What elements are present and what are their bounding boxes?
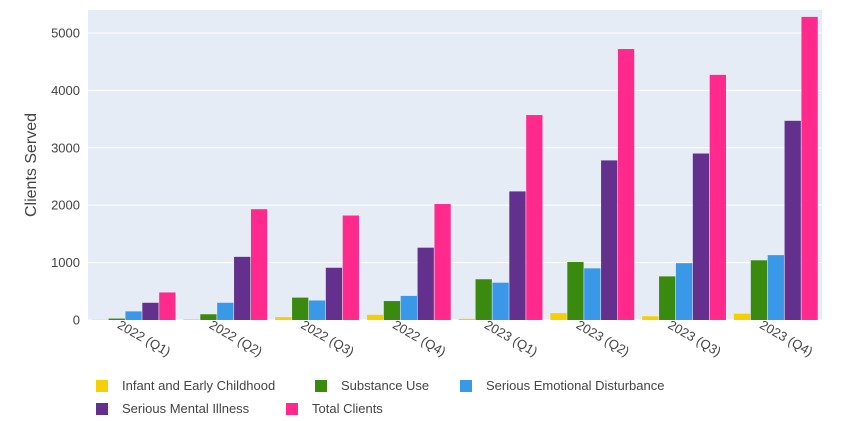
y-axis-title: Clients Served — [23, 113, 40, 217]
x-tick-label: 2023 (Q2) — [574, 317, 632, 359]
bar-0-3 — [366, 314, 384, 320]
bar-1-0 — [108, 318, 125, 320]
bar-1-5 — [567, 262, 584, 320]
legend-label-2: Serious Emotional Disturbance — [486, 378, 664, 393]
legend-swatch-0 — [96, 380, 108, 392]
bar-0-1 — [183, 319, 200, 320]
y-tick-label: 5000 — [51, 25, 80, 40]
x-tick-label: 2023 (Q1) — [482, 317, 540, 359]
legend: Infant and Early Childhood Substance Use S… — [96, 378, 664, 416]
bar-3-2 — [325, 267, 343, 320]
legend-swatch-2 — [460, 380, 472, 392]
x-tick-label: 2023 (Q4) — [757, 317, 815, 359]
bar-0-5 — [550, 313, 567, 320]
bar-0-2 — [275, 317, 292, 320]
bar-4-3 — [434, 204, 451, 320]
bar-3-1 — [234, 256, 251, 320]
legend-swatch-3 — [96, 403, 108, 415]
bar-3-0 — [142, 302, 159, 320]
y-tick-label: 1000 — [51, 255, 80, 270]
bar-2-6 — [675, 263, 693, 320]
bar-2-7 — [767, 255, 784, 320]
bar-2-2 — [308, 300, 326, 320]
bar-0-4 — [458, 318, 475, 320]
bar-2-4 — [492, 282, 509, 320]
bar-3-6 — [692, 153, 710, 320]
y-axis-ticks: 0 1000 2000 3000 4000 5000 — [51, 25, 80, 327]
bar-1-6 — [659, 276, 676, 320]
bar-1-4 — [475, 279, 492, 320]
legend-label-3: Serious Mental Illness — [122, 401, 250, 416]
bar-3-3 — [417, 247, 434, 320]
bar-3-4 — [509, 191, 526, 320]
bars — [91, 16, 818, 321]
x-tick-label: 2022 (Q3) — [299, 317, 357, 359]
x-tick-label: 2022 (Q1) — [115, 317, 173, 359]
bar-4-0 — [159, 292, 176, 320]
bar-1-2 — [292, 297, 309, 320]
bar-4-6 — [709, 74, 726, 321]
legend-swatch-1 — [315, 380, 327, 392]
legend-label-1: Substance Use — [341, 378, 429, 393]
bar-4-2 — [342, 215, 359, 320]
y-tick-label: 3000 — [51, 140, 80, 155]
y-tick-label: 0 — [73, 313, 80, 328]
y-tick-label: 2000 — [51, 198, 80, 213]
bar-4-7 — [801, 16, 818, 321]
bar-2-1 — [217, 302, 234, 320]
legend-label-0: Infant and Early Childhood — [122, 378, 275, 393]
x-tick-label: 2022 (Q4) — [390, 317, 448, 359]
y-tick-label: 4000 — [51, 83, 80, 98]
bar-2-0 — [125, 311, 142, 320]
bar-2-3 — [400, 295, 417, 320]
x-axis-ticks: 2022 (Q1) 2022 (Q2) 2022 (Q3) 2022 (Q4) 2023… — [115, 317, 815, 359]
bar-1-7 — [750, 260, 768, 320]
bar-0-6 — [642, 316, 659, 320]
bar-1-1 — [200, 314, 217, 320]
bar-0-7 — [733, 313, 751, 320]
bar-4-1 — [250, 209, 268, 320]
bar-3-5 — [601, 160, 618, 320]
bar-4-4 — [526, 115, 543, 320]
bar-3-7 — [784, 120, 801, 320]
bar-1-3 — [383, 301, 401, 320]
legend-label-4: Total Clients — [312, 401, 383, 416]
x-tick-label: 2023 (Q3) — [666, 317, 724, 359]
bar-4-5 — [617, 49, 635, 320]
legend-swatch-4 — [286, 403, 298, 415]
x-tick-label: 2022 (Q2) — [207, 317, 265, 359]
bar-2-5 — [584, 268, 601, 320]
